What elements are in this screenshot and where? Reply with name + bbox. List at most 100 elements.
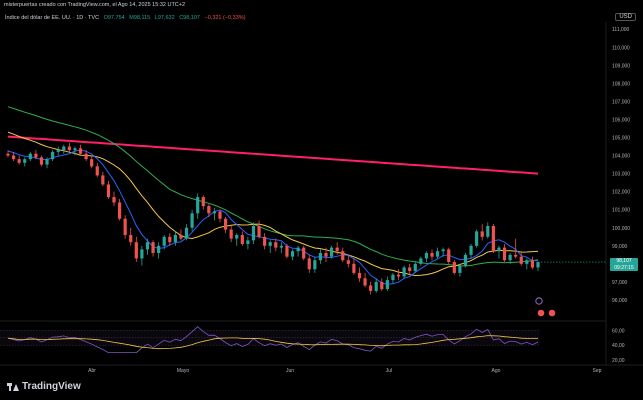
- price-tick-label: 111,000: [612, 27, 630, 33]
- candle-body: [307, 258, 311, 270]
- time-tick-label: Sep: [593, 368, 602, 374]
- candle-body: [519, 256, 523, 264]
- candle-body: [475, 231, 479, 246]
- candle-body: [179, 234, 183, 239]
- price-tick-label: 106,000: [612, 117, 630, 123]
- price-tick-label: 101,000: [612, 208, 630, 214]
- symbol-title: Índice del dólar de EE. UU. · 1D · TVC: [5, 15, 100, 21]
- candle-body: [374, 281, 378, 291]
- price-tick-label: 100,000: [612, 226, 630, 232]
- candle-body: [51, 151, 55, 160]
- rsi-tick-label: 40,00: [612, 343, 625, 349]
- candle-body: [497, 247, 501, 252]
- price-tick-label: 108,000: [612, 81, 630, 87]
- candle-body: [84, 153, 88, 160]
- candle-body: [140, 249, 144, 259]
- candle-body: [424, 253, 429, 259]
- candle-body: [402, 267, 406, 277]
- candle-body: [134, 242, 138, 259]
- bar-countdown: 09:27:15: [614, 264, 634, 271]
- candle-body: [201, 197, 205, 207]
- price-tick-label: 103,000: [612, 172, 630, 178]
- candle-body: [17, 159, 21, 163]
- candle-body: [157, 245, 161, 254]
- candle-body: [190, 213, 194, 228]
- rsi-ma-line: [7, 335, 538, 350]
- rsi-line: [7, 326, 539, 353]
- candle-body: [419, 258, 423, 264]
- candle-body: [56, 150, 60, 152]
- candle-body: [129, 234, 133, 243]
- candle-body: [274, 242, 278, 248]
- candle-body: [168, 236, 172, 243]
- us-flag-icon: [537, 309, 545, 317]
- candle-body: [207, 206, 211, 214]
- price-tick-label: 102,000: [612, 190, 630, 196]
- change-value: −0,321 (−0,33%): [204, 15, 246, 21]
- candle-body: [90, 159, 94, 167]
- candle-body: [296, 247, 300, 252]
- candle-body: [341, 251, 345, 261]
- ma-mid-line: [7, 131, 539, 277]
- candle-body: [229, 229, 233, 239]
- candle-body: [346, 260, 350, 264]
- time-tick-label: Abr: [88, 368, 96, 374]
- ma-short-line: [7, 149, 539, 285]
- candle-body: [313, 260, 317, 270]
- last-price: 98,107: [616, 258, 632, 264]
- candle-body: [112, 197, 116, 203]
- candle-body: [380, 281, 384, 290]
- symbol-info: Índice del dólar de EE. UU. · 1D · TVC O…: [5, 15, 246, 21]
- event-marker: [535, 297, 543, 305]
- time-tick-label: Ago: [492, 368, 501, 374]
- time-tick-label: Jul: [386, 368, 392, 374]
- candle-body: [184, 227, 189, 239]
- candle-body: [469, 245, 473, 255]
- ohlc-values: O97,754 M98,115 L97,632 C98,107 −0,321 (…: [101, 15, 246, 21]
- candle-body: [329, 247, 334, 257]
- attribution-text: misterpuertas creado con TradingView.com…: [4, 2, 186, 8]
- candle-body: [430, 253, 434, 257]
- candle-body: [95, 166, 99, 176]
- candle-body: [73, 148, 77, 151]
- tradingview-logo[interactable]: TradingView: [7, 381, 81, 392]
- candle-body: [45, 159, 49, 165]
- brand-name: TradingView: [22, 381, 81, 392]
- candle-body: [302, 247, 306, 259]
- candle-body: [246, 240, 250, 244]
- price-tick-label: 96,000: [612, 298, 628, 304]
- candle-body: [408, 267, 412, 272]
- candle-body: [536, 262, 540, 268]
- candle-body: [324, 253, 328, 257]
- candle-body: [357, 272, 362, 279]
- candle-body: [196, 197, 200, 214]
- ma-200-line: [7, 135, 539, 175]
- candle-body: [441, 249, 445, 252]
- candle-body: [218, 211, 222, 219]
- candle-body: [514, 254, 518, 257]
- candle-body: [39, 157, 44, 165]
- price-tick-label: 105,000: [612, 136, 630, 142]
- candle-body: [452, 262, 456, 273]
- candle-body: [396, 274, 401, 277]
- price-tick-label: 104,000: [612, 154, 630, 160]
- price-tick-label: 109,000: [612, 63, 630, 69]
- candle-body: [223, 218, 228, 230]
- candle-body: [363, 278, 367, 286]
- candle-body: [486, 225, 490, 237]
- high-value: M98,115: [129, 15, 151, 21]
- candle-body: [251, 225, 256, 241]
- candle-body: [391, 274, 395, 281]
- candle-body: [34, 153, 38, 158]
- candle-body: [502, 247, 507, 261]
- candle-body: [151, 242, 155, 254]
- candle-body: [335, 247, 339, 252]
- price-tick-label: 107,000: [612, 99, 630, 105]
- candle-body: [491, 225, 495, 252]
- candle-body: [458, 265, 462, 273]
- currency-button[interactable]: USD: [615, 13, 636, 21]
- candle-body: [318, 253, 323, 261]
- candle-body: [67, 146, 71, 151]
